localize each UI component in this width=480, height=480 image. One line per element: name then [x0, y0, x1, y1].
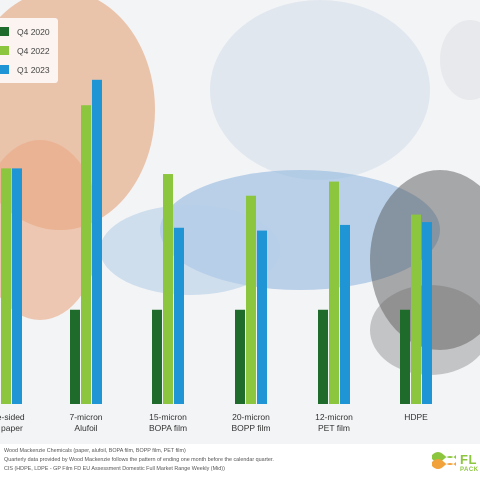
legend-swatch-q4-2022 [0, 46, 9, 55]
footer: Wood Mackenzie Chemicals (paper, alufoil… [0, 444, 480, 480]
logo-text: FL [460, 452, 477, 467]
legend-label-q4-2020: Q4 2020 [17, 26, 50, 37]
bar-q1-2023-4 [340, 224, 350, 404]
bar-q4-2020-5 [400, 309, 410, 404]
bar-q4-2022-2 [163, 174, 173, 404]
category-label-5-line-0: HDPE [404, 412, 428, 422]
category-label-1-line-0: 7-micron [69, 412, 102, 422]
bar-q1-2023-1 [92, 79, 102, 404]
bar-q4-2022-3 [246, 195, 256, 404]
bar-q4-2022-0 [1, 168, 11, 404]
legend-item-q4-2020: Q4 2020 [0, 22, 50, 41]
source-line-3: CIS (HDPE, LDPE - GP Film FD EU Assessme… [4, 466, 225, 472]
logo-subtext: PACK [460, 467, 479, 473]
sources-note: Wood Mackenzie Chemicals (paper, alufoil… [4, 447, 274, 474]
bar-q4-2020-2 [152, 309, 162, 404]
chart-legend: Q4 2020 Q4 2022 Q1 2023 [0, 18, 58, 83]
bar-q1-2023-5 [422, 222, 432, 404]
logo-wave-icon [432, 452, 456, 469]
source-line-2: Quarterly data provided by Wood Mackenzi… [4, 457, 274, 463]
company-logo: FL PACK [430, 447, 480, 477]
category-label-3-line-0: 20-micron [232, 412, 270, 422]
bar-q4-2020-4 [318, 309, 328, 404]
legend-label-q1-2023: Q1 2023 [17, 64, 50, 75]
bar-q4-2020-1 [70, 309, 80, 404]
category-label-4-line-0: 12-micron [315, 412, 353, 422]
category-label-3-line-1: BOPP film [231, 423, 270, 433]
category-label-2-line-0: 15-micron [149, 412, 187, 422]
bar-q4-2020-3 [235, 309, 245, 404]
category-label-0-line-0: one-sided [0, 412, 25, 422]
legend-swatch-q1-2023 [0, 65, 9, 74]
bar-q4-2022-4 [329, 181, 339, 404]
category-label-0-line-1: ed paper [0, 423, 23, 433]
category-label-2-line-1: BOPA film [149, 423, 187, 433]
bar-q1-2023-0 [12, 168, 22, 404]
bar-q4-2022-1 [81, 105, 91, 405]
bar-q1-2023-3 [257, 230, 267, 404]
bar-q4-2022-5 [411, 214, 421, 404]
category-label-1-line-1: Alufoil [74, 423, 97, 433]
bar-q1-2023-2 [174, 227, 184, 404]
legend-label-q4-2022: Q4 2022 [17, 45, 50, 56]
source-line-1: Wood Mackenzie Chemicals (paper, alufoil… [4, 448, 186, 454]
legend-swatch-q4-2020 [0, 27, 9, 36]
legend-item-q4-2022: Q4 2022 [0, 41, 50, 60]
legend-item-q1-2023: Q1 2023 [0, 60, 50, 79]
category-label-4-line-1: PET film [318, 423, 350, 433]
